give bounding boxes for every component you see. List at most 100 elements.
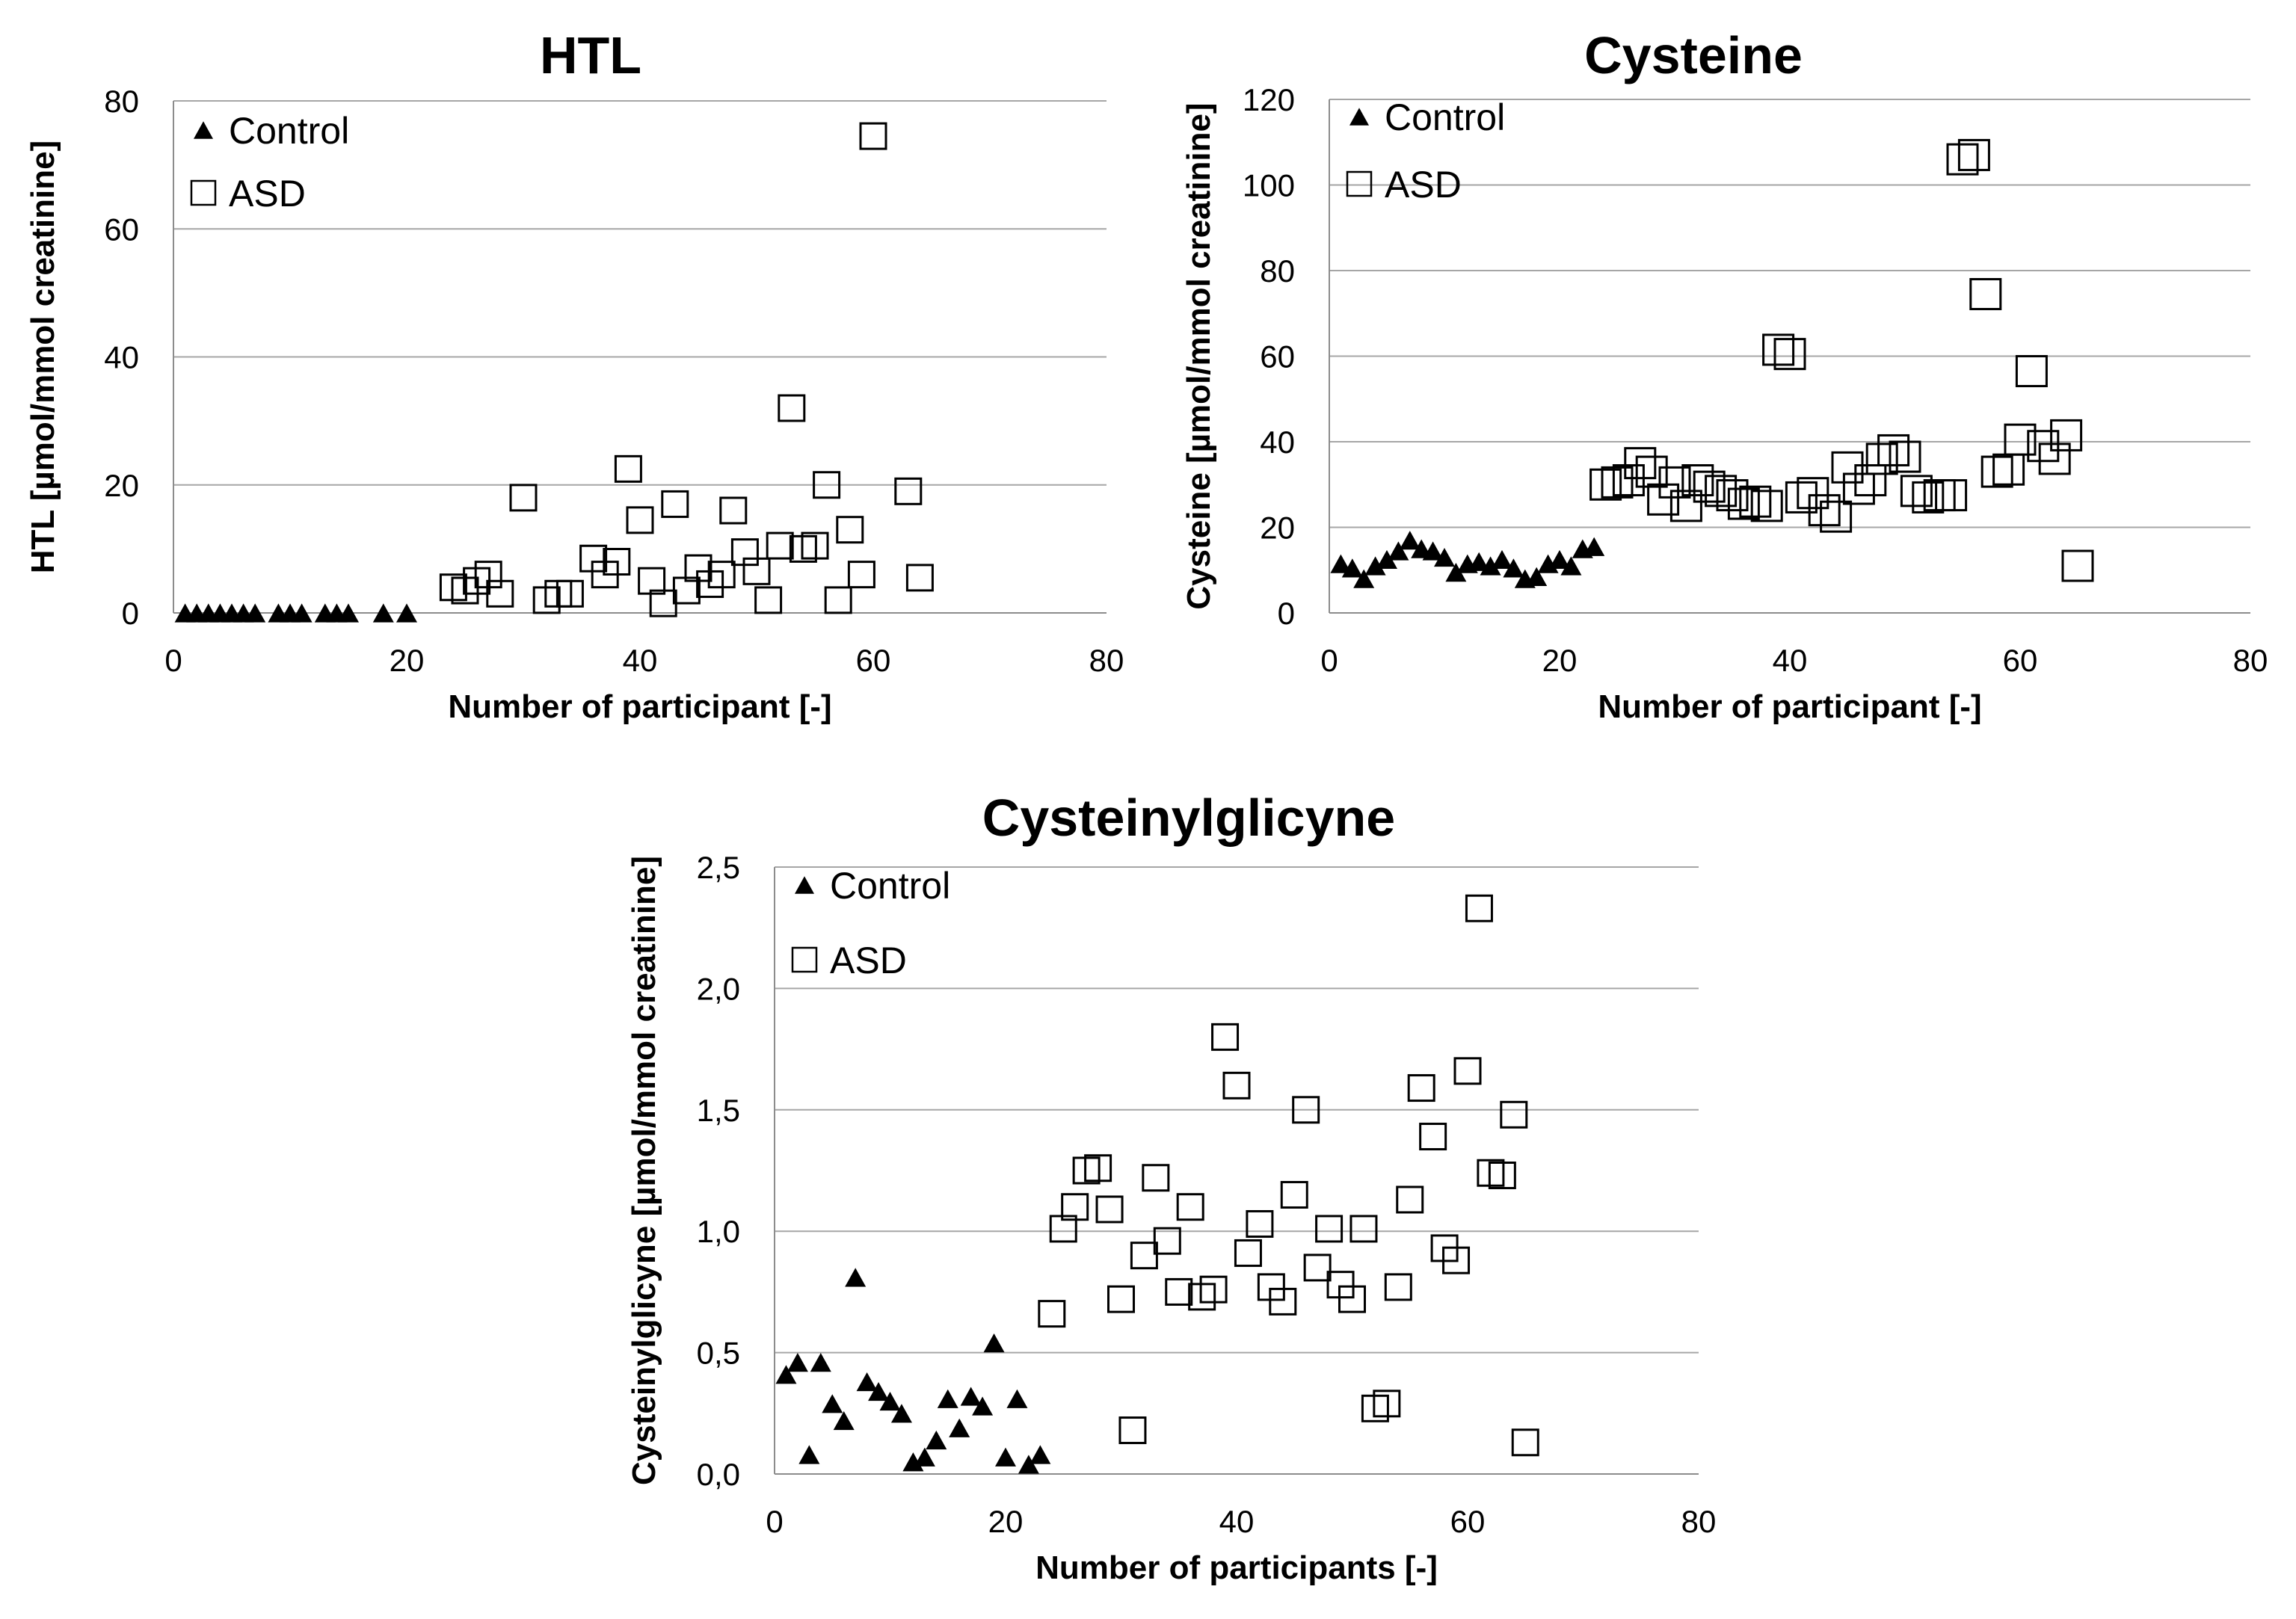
control-point [1468, 552, 1490, 571]
asd-point [1176, 1193, 1204, 1221]
y-tick-label: 20 [104, 468, 139, 503]
legend-label: ASD [1385, 164, 1462, 206]
y-tick-label: 20 [1260, 511, 1295, 546]
asd-point [1900, 475, 1933, 508]
control-point [1388, 541, 1409, 561]
asd-point [1153, 1227, 1181, 1255]
series-control [1330, 531, 1605, 588]
control-point [1434, 547, 1455, 567]
legend-square-icon [190, 179, 217, 206]
asd-point [2038, 442, 2071, 475]
control-point [338, 603, 359, 623]
asd-point [1912, 481, 1945, 514]
x-axis-title: Number of participant [-] [448, 688, 831, 725]
y-tick-label: 100 [1243, 168, 1295, 203]
asd-point [1326, 1271, 1355, 1299]
legend-triangle-icon [1349, 108, 1369, 126]
y-tick-label: 60 [1260, 339, 1295, 374]
control-point [1341, 558, 1363, 578]
y-tick-label: 0,0 [697, 1457, 740, 1492]
y-tick-label: 40 [1260, 425, 1295, 460]
legend-label: ASD [830, 940, 907, 981]
y-axis-title: Cysteinylglicyne [µmol/mmol creatinine] [626, 856, 662, 1485]
control-point [845, 1268, 867, 1287]
asd-point [1612, 464, 1645, 497]
chart-title: Cysteinylglicyne [982, 789, 1395, 847]
control-point [1029, 1445, 1051, 1464]
asd-point [1257, 1273, 1285, 1301]
asd-point [1500, 1100, 1528, 1129]
x-tick-label: 20 [1542, 643, 1578, 678]
asd-point [1716, 479, 1749, 512]
asd-point [1061, 1193, 1089, 1221]
asd-point [661, 490, 689, 518]
asd-point [1992, 453, 2025, 486]
asd-point [1969, 277, 2002, 310]
asd-point [1072, 1156, 1101, 1185]
control-point [1560, 556, 1582, 576]
asd-point [707, 561, 736, 589]
x-tick-label: 60 [856, 643, 891, 678]
series-asd [439, 122, 934, 617]
asd-point [754, 586, 783, 614]
y-axis-title: HTL [µmol/mmol creatinine] [25, 141, 61, 574]
asd-point [1107, 1285, 1135, 1313]
control-point [372, 603, 394, 623]
asd-point [1889, 440, 1921, 473]
control-point [244, 603, 266, 623]
control-point [914, 1447, 935, 1467]
asd-point [1705, 475, 1738, 508]
y-tick-label: 40 [104, 340, 139, 375]
asd-point [1384, 1273, 1412, 1301]
asd-point [1338, 1285, 1366, 1313]
control-point [1353, 569, 1375, 588]
control-point [960, 1387, 982, 1406]
control-point [1480, 556, 1501, 576]
asd-point [1877, 434, 1910, 466]
asd-point [836, 516, 864, 544]
asd-point [1762, 333, 1795, 366]
x-tick-label: 20 [390, 643, 425, 678]
control-point [775, 1365, 797, 1384]
x-tick-label: 40 [1773, 643, 1808, 678]
asd-point [1750, 490, 1783, 522]
asd-point [1188, 1283, 1216, 1311]
control-point [787, 1352, 808, 1372]
asd-point [1842, 472, 1875, 505]
asd-point [509, 484, 538, 512]
control-point [1364, 556, 1386, 576]
y-tick-label: 1,5 [697, 1093, 740, 1128]
control-point [1006, 1389, 1028, 1408]
control-point [995, 1447, 1016, 1467]
asd-point [1419, 1123, 1447, 1151]
legend-square-icon [1346, 170, 1373, 197]
asd-point [1049, 1215, 1077, 1243]
asd-point [1681, 464, 1714, 497]
asd-point [1820, 500, 1853, 533]
asd-point [486, 579, 514, 608]
x-tick-label: 20 [988, 1504, 1024, 1539]
asd-point [2061, 549, 2094, 582]
legend-triangle-icon [795, 876, 814, 894]
asd-point [1130, 1242, 1158, 1270]
asd-point [555, 579, 584, 608]
asd-point [1303, 1253, 1332, 1282]
asd-point [1396, 1185, 1424, 1214]
control-point [890, 1404, 912, 1423]
series-control [775, 1268, 1051, 1474]
asd-point [2004, 423, 2037, 456]
asd-point [1693, 470, 1726, 503]
asd-point [1095, 1195, 1124, 1224]
x-axis-title: Number of participant [-] [1598, 688, 1981, 725]
asd-point [1727, 487, 1760, 520]
y-tick-label: 60 [104, 212, 139, 247]
asd-point [1808, 494, 1841, 527]
asd-point [1315, 1215, 1344, 1243]
control-point [1376, 549, 1397, 570]
control-point [937, 1389, 958, 1408]
asd-point [1199, 1275, 1228, 1304]
y-axis-title: Cysteine [µmol/mmol creatinine] [1181, 102, 1217, 609]
y-tick-label: 2,5 [697, 850, 740, 885]
x-tick-label: 0 [766, 1504, 783, 1539]
asd-point [859, 122, 887, 150]
